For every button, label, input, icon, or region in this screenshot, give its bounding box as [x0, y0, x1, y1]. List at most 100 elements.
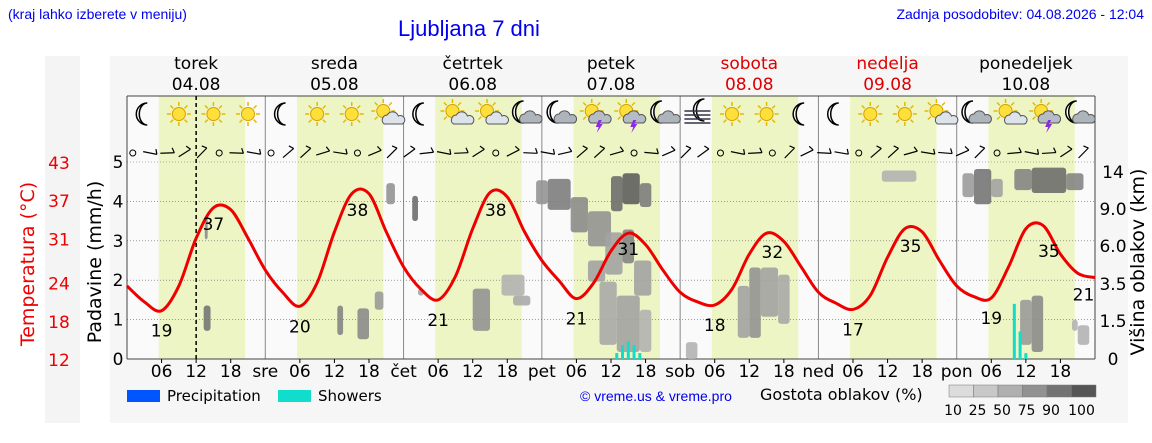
wind-barb-icon	[661, 145, 676, 157]
day-name: torek	[174, 54, 218, 74]
x-tick-label: 12	[324, 362, 346, 382]
cloud-density-swatch	[973, 384, 999, 398]
wind-barb-icon	[855, 149, 863, 157]
cloud-density-block	[778, 274, 790, 324]
cloud-density-block	[357, 308, 369, 340]
wind-barb-icon	[630, 149, 638, 157]
cloud-density-block	[622, 173, 640, 205]
cloud-density-swatch	[1046, 384, 1072, 398]
cloud-density-block	[611, 176, 623, 212]
cloud-density-block	[616, 295, 640, 352]
sun-cloud-icon	[924, 99, 959, 125]
day-date: 10.08	[1002, 75, 1051, 95]
wind-barb-icon	[333, 148, 348, 155]
cloud-height-tick-label: 0	[1108, 350, 1119, 370]
temp-tick-label: 18	[48, 313, 70, 333]
moon-cloud-icon	[546, 100, 578, 124]
wind-barb-icon	[454, 147, 469, 154]
wind-barb-icon	[768, 149, 776, 157]
wind-barb-icon	[1041, 147, 1057, 155]
cloud-density-block	[974, 169, 992, 205]
temp-axis-title: Temperatura (°C)	[17, 182, 39, 347]
cloud-density-scale-label: 75	[1018, 403, 1036, 419]
wind-barb-icon	[609, 146, 624, 156]
precip-tick-label: 2	[113, 271, 124, 291]
cloud-density-block	[1071, 319, 1078, 331]
temperature-label: 21	[1073, 286, 1095, 306]
x-tick-label: 18	[911, 362, 933, 382]
wind-barb-icon	[353, 149, 361, 157]
x-tick-label: 12	[877, 362, 899, 382]
showers-legend-label: Showers	[318, 387, 382, 405]
wind-barb-icon	[920, 148, 936, 155]
cloud-height-tick-label: 1.5	[1099, 312, 1126, 332]
wind-barb-icon	[800, 145, 814, 157]
sun-storm-icon	[1029, 99, 1062, 133]
x-tick-label: 18	[496, 362, 518, 382]
showers-swatch	[278, 390, 311, 402]
day-name: nedelja	[856, 54, 918, 74]
cloud-density-scale-label: 10	[944, 403, 962, 419]
cloud-density-block	[1014, 169, 1032, 191]
moon-icon	[827, 102, 839, 126]
sun-icon	[720, 102, 744, 126]
x-tick-label: 06	[704, 362, 726, 382]
day-date: 06.08	[448, 75, 497, 95]
precipitation-swatch	[127, 390, 160, 402]
shower-bar	[615, 353, 619, 359]
wind-barb-icon	[196, 145, 208, 159]
cloud-density-scale-label: 100	[1068, 403, 1095, 419]
sun-icon	[754, 102, 779, 126]
temp-tick-label: 12	[48, 351, 70, 371]
wind-barb-icon	[300, 145, 312, 159]
cloud-height-tick-label: 14	[1102, 163, 1124, 183]
wind-barb-icon	[834, 148, 849, 155]
cloud-density-block	[962, 173, 974, 198]
temperature-label: 35	[1038, 242, 1060, 262]
cloud-density-scale-label: 25	[969, 403, 987, 419]
x-tick-label: 18	[1050, 362, 1072, 382]
wind-barb-icon	[593, 145, 606, 159]
day-name: četrtek	[442, 54, 503, 74]
wind-barb-icon	[472, 145, 485, 158]
precip-tick-label: 5	[113, 153, 124, 173]
sun-icon	[166, 102, 191, 126]
x-tick-label: 12	[462, 362, 484, 382]
cloud-density-scale-label: 50	[993, 403, 1011, 419]
x-tick-label: 12	[1015, 362, 1037, 382]
cloud-density-block	[881, 170, 917, 182]
x-day-label: sob	[665, 362, 695, 382]
wind-barb-icon	[644, 148, 659, 155]
cloud-density-block	[1020, 299, 1032, 345]
wind-barb-icon	[938, 148, 953, 155]
wind-barb-icon	[436, 148, 452, 155]
temperature-label: 21	[566, 310, 588, 330]
x-day-label: pet	[528, 362, 556, 382]
wind-barb-icon	[178, 145, 191, 158]
wind-barb-icon	[903, 146, 918, 156]
shower-bar	[632, 345, 636, 359]
precip-axis-title: Padavine (mm/h)	[84, 181, 106, 344]
x-tick-label: 06	[427, 362, 449, 382]
last-updated: Zadnja posodobitev: 04.08.2026 - 12:04	[896, 6, 1144, 22]
wind-barb-icon	[246, 148, 262, 155]
cloud-density-block	[412, 195, 418, 222]
wind-barb-icon	[419, 147, 435, 155]
temperature-line	[125, 187, 1096, 313]
cloud-density-block	[685, 342, 698, 359]
wind-barb-icon	[974, 145, 986, 159]
cloud-density-block	[587, 260, 606, 282]
x-tick-label: 18	[773, 362, 795, 382]
wind-barb-icon	[784, 145, 795, 159]
wind-barb-icon	[748, 147, 763, 154]
cloud-density-block	[374, 291, 384, 310]
day-date: 07.08	[587, 75, 636, 95]
x-day-label: pon	[941, 362, 973, 382]
sun-icon	[339, 102, 364, 126]
wind-barb-icon	[403, 145, 416, 158]
wind-barb-icon	[215, 149, 223, 157]
wind-barb-icon	[160, 147, 175, 154]
cloud-density-swatch	[948, 384, 974, 398]
wind-barb-icon	[492, 149, 500, 157]
